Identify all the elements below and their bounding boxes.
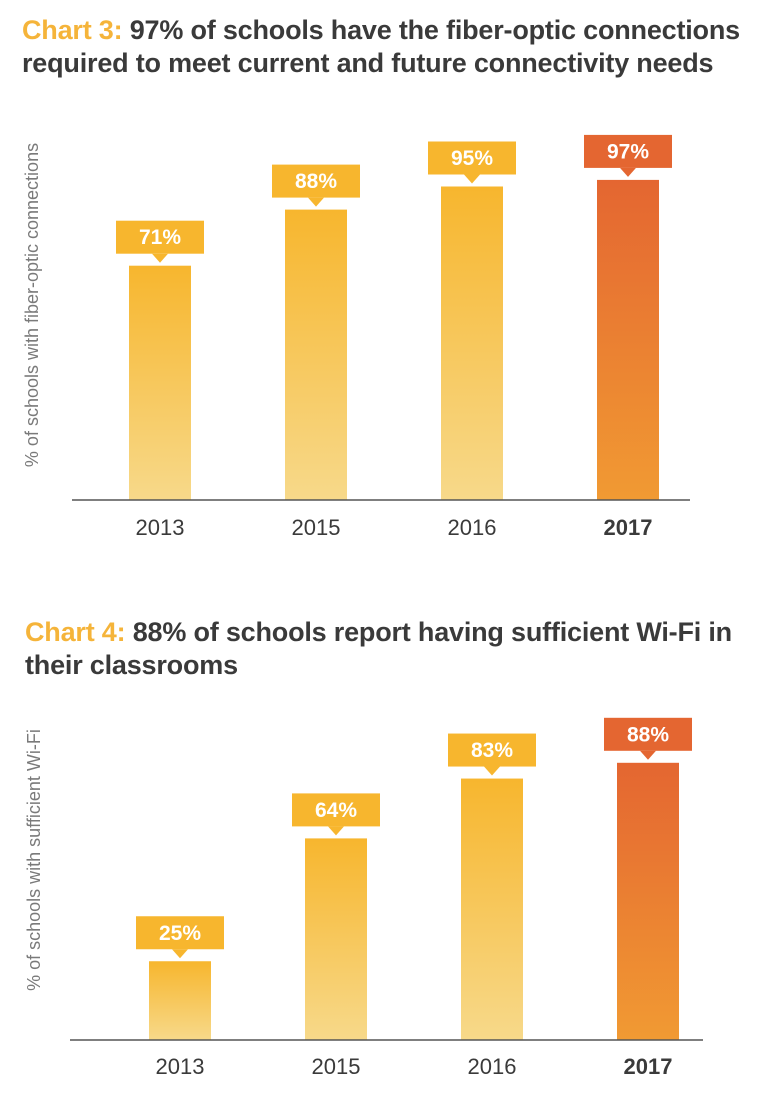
data-label-box bbox=[584, 134, 672, 168]
data-label: 25% bbox=[159, 922, 201, 945]
x-tick-label: 2013 bbox=[156, 1054, 205, 1079]
data-label: 83% bbox=[471, 739, 513, 762]
x-tick-label: 2015 bbox=[292, 515, 341, 540]
bar bbox=[149, 961, 211, 1040]
data-label-pointer bbox=[308, 197, 324, 207]
bar bbox=[597, 179, 659, 500]
data-label: 97% bbox=[607, 140, 649, 163]
bar bbox=[441, 186, 503, 500]
data-label-box bbox=[136, 916, 224, 950]
data-label: 64% bbox=[315, 799, 357, 822]
x-tick-label: 2016 bbox=[468, 1054, 517, 1079]
chart-title: Chart 3: 97% of schools have the fiber-o… bbox=[22, 14, 752, 80]
x-tick-label: 2017 bbox=[624, 1054, 673, 1079]
bar bbox=[285, 209, 347, 500]
data-label-box bbox=[116, 220, 204, 254]
data-label: 88% bbox=[627, 723, 669, 746]
data-label: 88% bbox=[295, 170, 337, 193]
x-tick-label: 2017 bbox=[604, 515, 653, 540]
data-label-pointer bbox=[328, 826, 344, 836]
bar-chart: % of schools with sufficient Wi-Fi 25% 201… bbox=[24, 717, 703, 1079]
x-tick-label: 2013 bbox=[136, 515, 185, 540]
data-label-pointer bbox=[620, 167, 636, 177]
chart-title-label: Chart 4: bbox=[25, 617, 126, 647]
data-label-pointer bbox=[172, 949, 188, 959]
x-tick-label: 2015 bbox=[312, 1054, 361, 1079]
y-axis-label: % of schools with fiber-optic connection… bbox=[22, 143, 42, 467]
data-label: 71% bbox=[139, 226, 181, 249]
chart-title-text: 88% of schools report having sufficient … bbox=[25, 617, 732, 680]
data-label-pointer bbox=[152, 253, 168, 263]
y-axis-label: % of schools with sufficient Wi-Fi bbox=[24, 729, 44, 991]
data-label-pointer bbox=[640, 750, 656, 760]
data-label-box bbox=[448, 733, 536, 767]
bar bbox=[305, 838, 367, 1040]
data-label-box bbox=[428, 141, 516, 175]
chart-title: Chart 4: 88% of schools report having su… bbox=[25, 616, 745, 682]
bar bbox=[129, 265, 191, 500]
bar-chart: % of schools with fiber-optic connection… bbox=[22, 134, 690, 540]
chart-title-text: 97% of schools have the fiber-optic conn… bbox=[22, 15, 740, 78]
bar bbox=[617, 762, 679, 1040]
data-label-box bbox=[272, 164, 360, 198]
data-label-box bbox=[292, 793, 380, 827]
data-label-box bbox=[604, 717, 692, 751]
data-label-pointer bbox=[464, 174, 480, 184]
data-label-pointer bbox=[484, 766, 500, 776]
bar bbox=[461, 778, 523, 1040]
x-tick-label: 2016 bbox=[448, 515, 497, 540]
chart-title-label: Chart 3: bbox=[22, 15, 123, 45]
data-label: 95% bbox=[451, 147, 493, 170]
